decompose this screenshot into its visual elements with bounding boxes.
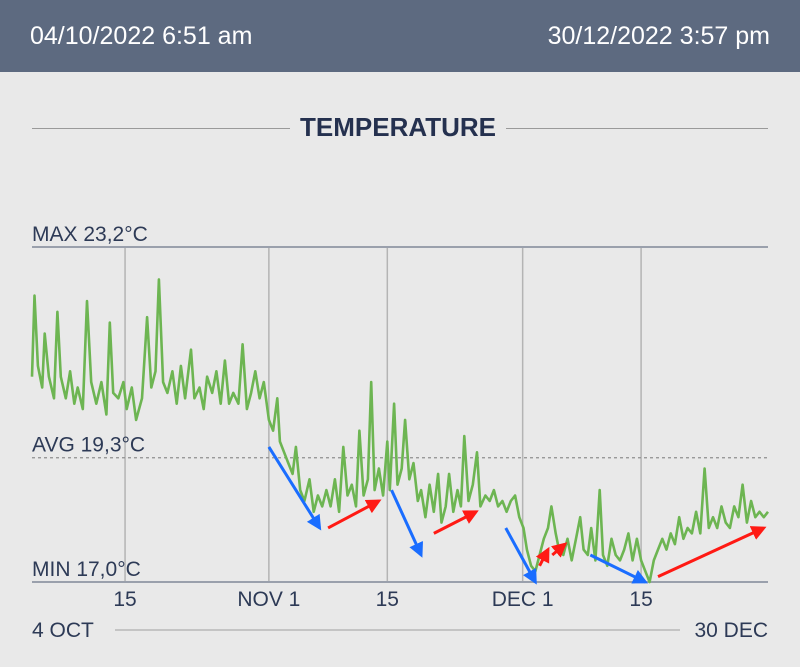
date-range-header: 04/10/2022 6:51 am 30/12/2022 3:57 pm xyxy=(0,0,800,72)
up-trend-arrow-1 xyxy=(433,510,479,535)
chart-title-row: TEMPERATURE xyxy=(0,108,800,148)
max-reference-label: MAX 23,2°C xyxy=(32,223,148,246)
min-reference-label: MIN 17,0°C xyxy=(32,558,141,581)
chart-title: TEMPERATURE xyxy=(300,112,496,142)
title-divider-left xyxy=(32,128,290,129)
x-tick-label-1: NOV 1 xyxy=(237,588,300,611)
temperature-series-line-0 xyxy=(30,278,770,584)
range-end-label: 30 DEC xyxy=(694,619,768,642)
down-trend-arrow-2 xyxy=(504,527,537,585)
avg-reference-label: AVG 19,3°C xyxy=(32,434,145,457)
down-trend-arrow-0 xyxy=(267,446,322,531)
down-trend-arrow-3 xyxy=(589,553,649,584)
x-tick-label-2: 15 xyxy=(376,588,399,611)
x-tick-label-0: 15 xyxy=(113,588,136,611)
start-datetime: 04/10/2022 6:51 am xyxy=(30,21,253,50)
end-datetime: 30/12/2022 3:57 pm xyxy=(547,21,770,50)
up-trend-arrow-2 xyxy=(535,546,550,567)
x-tick-label-4: 15 xyxy=(629,588,652,611)
range-start-label: 4 OCT xyxy=(32,619,94,642)
up-trend-arrow-4 xyxy=(657,526,767,578)
x-tick-label-3: DEC 1 xyxy=(492,588,554,611)
title-divider-right xyxy=(506,128,768,129)
up-trend-arrow-3 xyxy=(550,542,568,558)
down-trend-arrow-1 xyxy=(390,489,423,558)
up-trend-arrow-0 xyxy=(327,499,382,530)
